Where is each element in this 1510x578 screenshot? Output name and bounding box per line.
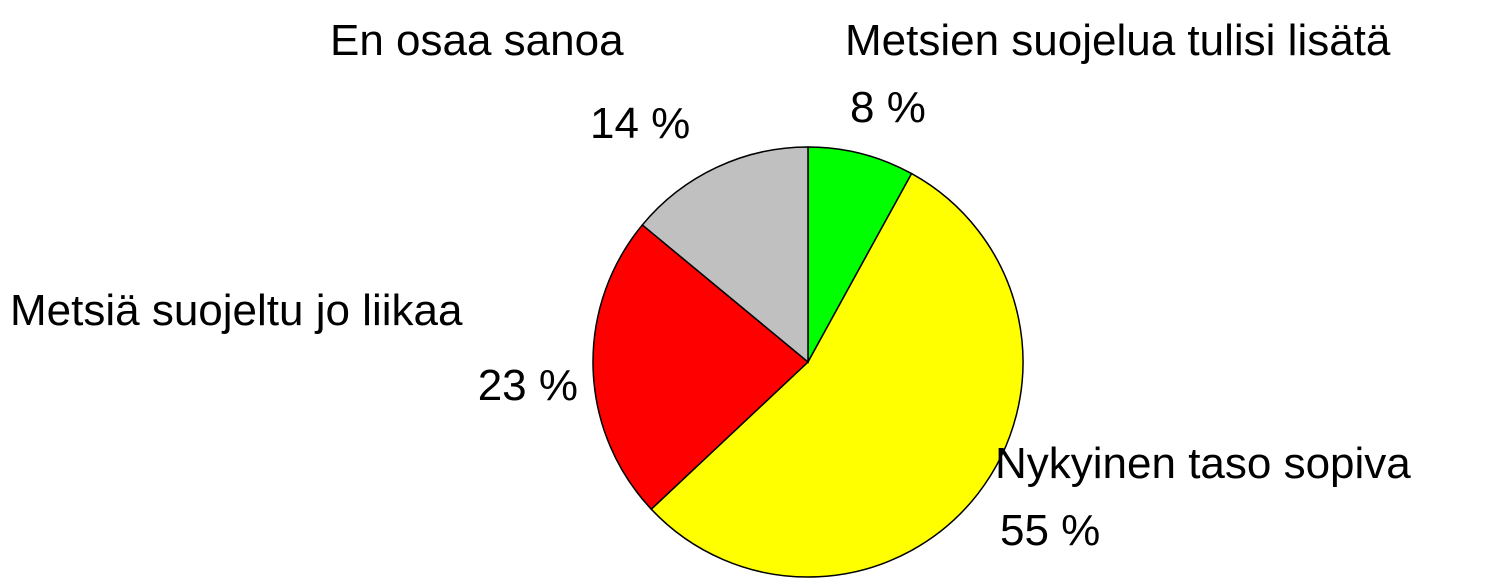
slice-value-label: 23 % [478, 361, 578, 410]
slice-label: En osaa sanoa [330, 16, 624, 65]
slice-label: Nykyinen taso sopiva [995, 439, 1411, 488]
pie-slice [592, 223, 810, 511]
slice-value-label: 8 % [850, 83, 926, 132]
pie-slice [650, 172, 1024, 578]
pie-slice [807, 146, 913, 363]
slice-label: Metsiä suojeltu jo liikaa [10, 286, 463, 335]
slice-value-label: 55 % [1000, 506, 1100, 555]
slice-label: Metsien suojelua tulisi lisätä [845, 16, 1391, 65]
pie-slice [641, 146, 809, 364]
slice-value-label: 14 % [590, 99, 690, 148]
